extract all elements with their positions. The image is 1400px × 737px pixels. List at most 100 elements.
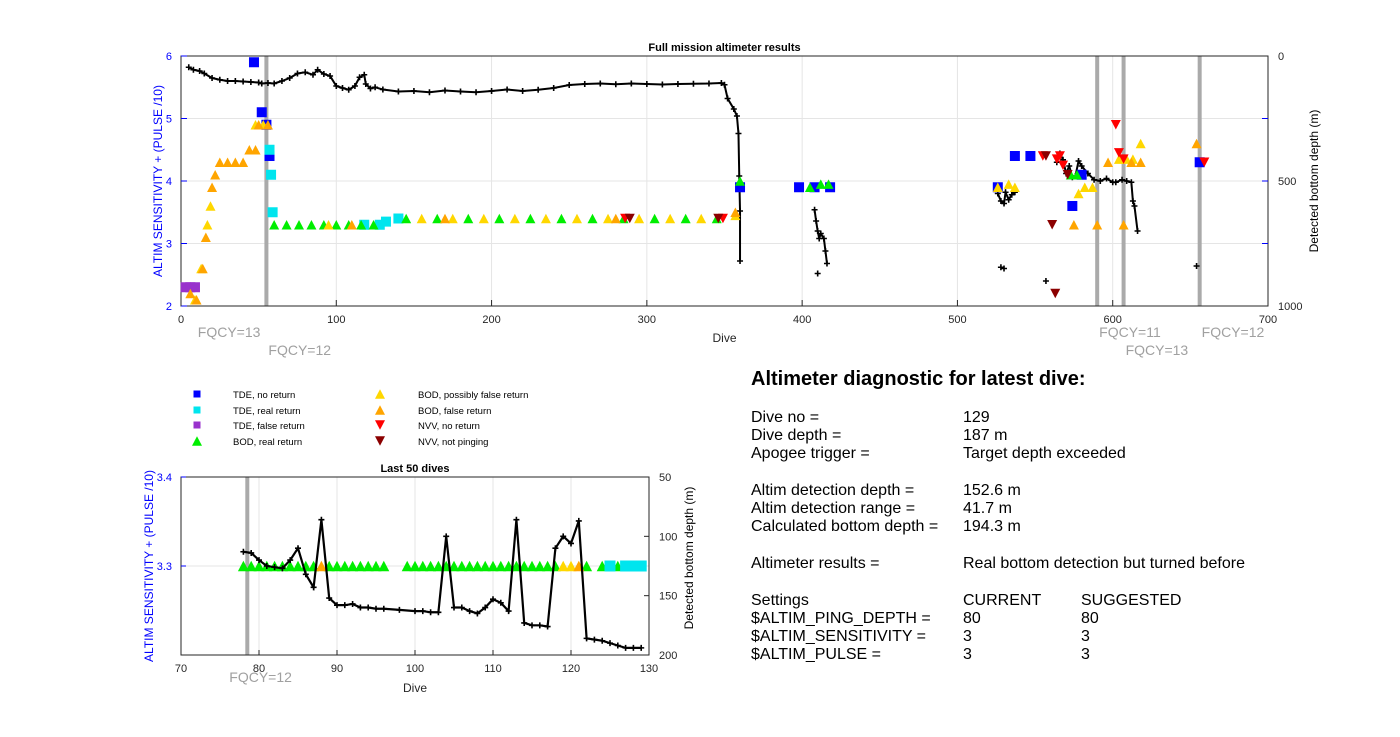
main-marker bbox=[1054, 151, 1065, 161]
legend-marker bbox=[193, 390, 201, 398]
small-depth-point bbox=[287, 557, 294, 564]
small-depth-point bbox=[513, 516, 520, 523]
depth-point bbox=[258, 80, 265, 87]
main-marker bbox=[603, 213, 614, 224]
main-marker bbox=[264, 151, 275, 161]
depth-point bbox=[441, 87, 448, 94]
depth-point bbox=[271, 80, 278, 87]
main-marker bbox=[540, 213, 551, 224]
depth-point bbox=[216, 76, 223, 83]
apogee-value: Target depth exceeded bbox=[963, 445, 1126, 462]
small-marker bbox=[518, 560, 530, 572]
depth-point bbox=[345, 86, 352, 93]
legend-label: BOD, real return bbox=[233, 437, 302, 448]
sensitivity-suggested: 3 bbox=[1081, 628, 1090, 645]
depth-point bbox=[721, 81, 728, 88]
main-marker bbox=[356, 220, 367, 230]
small-marker bbox=[471, 560, 483, 572]
main-marker bbox=[1092, 220, 1103, 230]
main-marker bbox=[992, 182, 1003, 192]
main-marker bbox=[439, 213, 450, 224]
main-marker bbox=[1068, 220, 1079, 230]
main-marker bbox=[1067, 201, 1078, 211]
depth-point bbox=[410, 88, 417, 94]
diagnostic-title: Altimeter diagnostic for latest dive: bbox=[751, 368, 1086, 390]
depth-point bbox=[817, 230, 824, 237]
small-marker bbox=[557, 560, 569, 572]
main-y-axis-label: ALTIM SENSITIVITY + (PULSE /10) bbox=[151, 85, 165, 277]
depth-point bbox=[1075, 158, 1082, 164]
main-marker bbox=[374, 219, 385, 230]
depth-point bbox=[822, 248, 829, 254]
calc-depth-label: Calculated bottom depth = bbox=[751, 518, 939, 535]
depth-point bbox=[519, 88, 526, 94]
small-marker bbox=[604, 560, 616, 572]
small-depth-point bbox=[568, 540, 574, 547]
small-depth-point bbox=[560, 533, 567, 540]
small-depth-point bbox=[529, 622, 535, 629]
main-marker bbox=[1076, 169, 1087, 180]
small-depth-point bbox=[638, 644, 645, 651]
main-marker bbox=[1062, 170, 1073, 180]
small-depth-point bbox=[435, 609, 442, 616]
main-marker bbox=[253, 120, 264, 130]
main-marker bbox=[1199, 157, 1210, 167]
x-tick-label: 700 bbox=[1259, 314, 1277, 326]
depth-point bbox=[1008, 191, 1015, 198]
small-marker bbox=[354, 560, 366, 572]
depth-point bbox=[1097, 178, 1104, 184]
x-tick-label: 80 bbox=[253, 663, 265, 675]
calc-depth-value: 194.3 m bbox=[963, 518, 1021, 535]
main-marker bbox=[1135, 157, 1146, 167]
depth-point bbox=[535, 86, 542, 93]
main-marker bbox=[525, 213, 536, 224]
depth-point bbox=[1001, 265, 1008, 272]
depth-point bbox=[612, 81, 619, 88]
main-marker bbox=[197, 263, 208, 274]
settings-label: Settings bbox=[751, 592, 809, 609]
main-marker bbox=[587, 213, 598, 224]
depth-point bbox=[209, 75, 216, 81]
small-y-axis-label: ALTIM SENSITIVITY + (PULSE /10) bbox=[142, 470, 156, 662]
depth-point bbox=[395, 88, 402, 95]
depth-point bbox=[264, 80, 271, 86]
depth-point bbox=[356, 74, 363, 81]
main-marker bbox=[634, 213, 645, 224]
y-tick-label: 3.4 bbox=[157, 472, 172, 484]
depth-point bbox=[457, 88, 464, 95]
main-marker bbox=[823, 179, 834, 189]
depth-point bbox=[361, 71, 368, 78]
depth-point bbox=[367, 85, 374, 92]
main-marker bbox=[256, 107, 267, 118]
legend-label: NVV, not pinging bbox=[418, 437, 488, 448]
main-marker bbox=[1110, 120, 1121, 130]
current-header: CURRENT bbox=[963, 592, 1042, 609]
main-marker bbox=[359, 219, 370, 230]
depth-point bbox=[718, 80, 725, 86]
main-marker bbox=[1113, 154, 1124, 164]
depth-point bbox=[1112, 179, 1119, 186]
depth-point bbox=[327, 73, 334, 79]
small-depth-point bbox=[419, 608, 426, 615]
main-marker bbox=[804, 182, 815, 192]
main-marker bbox=[649, 213, 660, 224]
legend-marker bbox=[192, 436, 202, 446]
x-tick-label: 130 bbox=[640, 663, 658, 675]
depth-point bbox=[1134, 228, 1141, 234]
small-marker bbox=[245, 560, 257, 572]
legend-label: TDE, no return bbox=[233, 390, 295, 401]
depth-point bbox=[733, 113, 740, 119]
small-depth-point bbox=[443, 533, 450, 540]
small-marker bbox=[627, 560, 639, 572]
depth-point bbox=[1103, 175, 1110, 182]
depth-point bbox=[1005, 196, 1012, 203]
small-marker bbox=[565, 560, 577, 572]
small-depth-point bbox=[427, 609, 434, 616]
small-marker bbox=[635, 560, 647, 572]
depth-point bbox=[320, 71, 327, 77]
depth-point bbox=[426, 89, 433, 96]
small-marker bbox=[448, 560, 460, 572]
depth-point bbox=[224, 78, 231, 84]
small-marker bbox=[542, 560, 554, 572]
small-depth-point bbox=[263, 563, 270, 569]
